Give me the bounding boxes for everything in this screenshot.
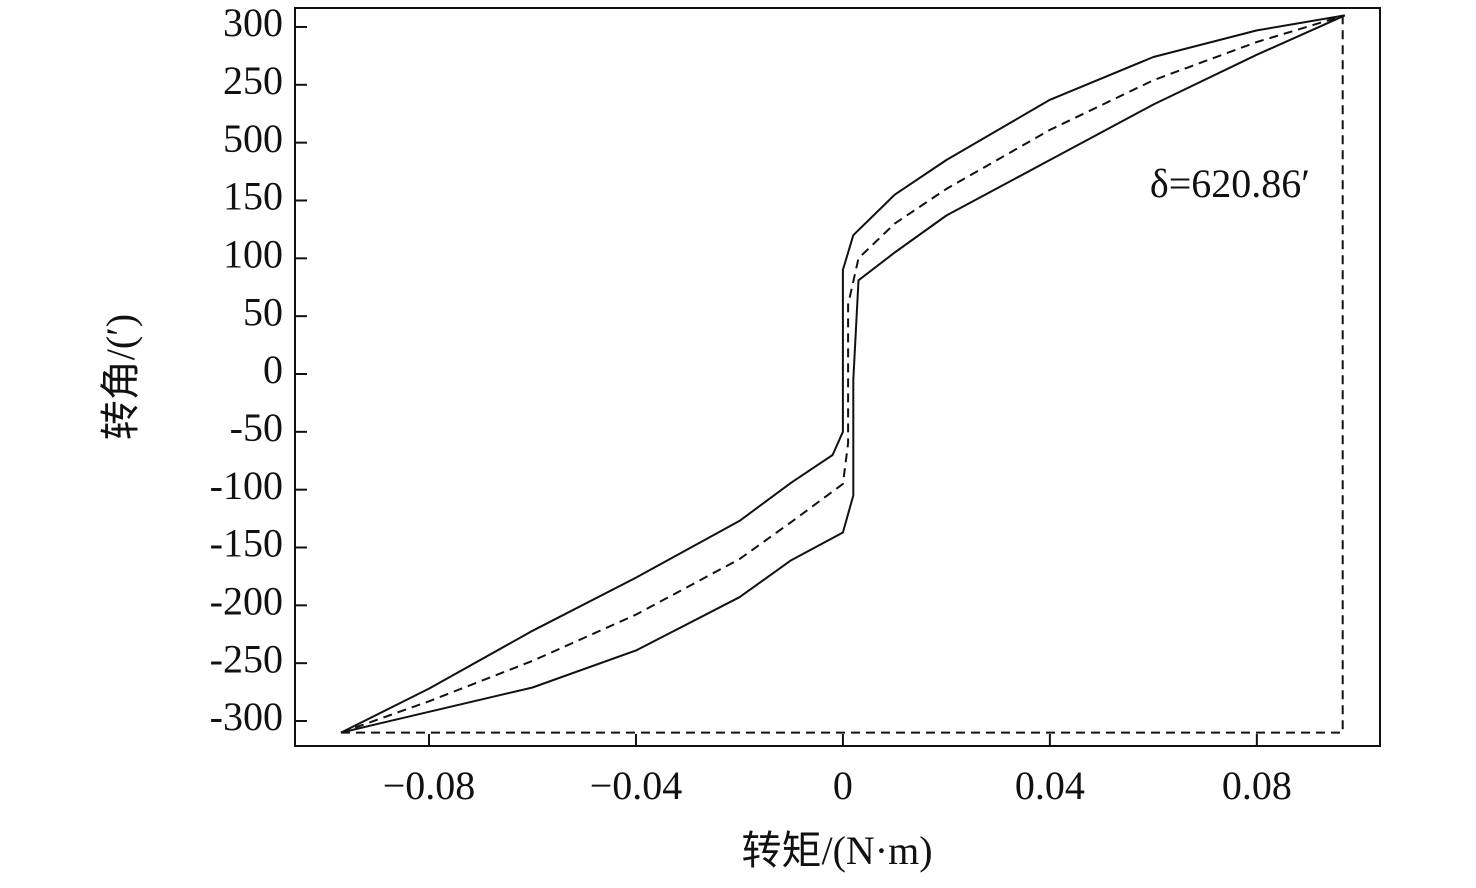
y-tick-label: -300 xyxy=(210,694,283,739)
y-tick-label: 150 xyxy=(223,174,283,219)
annotation: δ=620.86′ xyxy=(1150,161,1310,206)
x-tick-label: −0.04 xyxy=(590,763,683,808)
series-line xyxy=(340,14,1346,734)
y-tick-label: 300 xyxy=(223,0,283,45)
x-tick-label: 0.08 xyxy=(1222,763,1292,808)
y-tick-label: -100 xyxy=(210,463,283,508)
y-tick-label: -150 xyxy=(210,521,283,566)
x-tick-label: 0.04 xyxy=(1015,763,1085,808)
y-tick-label: 250 xyxy=(223,58,283,103)
y-tick-label: 500 xyxy=(223,116,283,161)
plot-frame xyxy=(294,7,1381,747)
x-tick-label: 0 xyxy=(833,763,853,808)
y-tick-label: 100 xyxy=(223,231,283,276)
y-tick-label: -200 xyxy=(210,579,283,624)
y-tick-label: -50 xyxy=(230,405,283,450)
y-axis-label: 转角/(′) xyxy=(98,314,143,441)
y-tick-label: 50 xyxy=(243,289,283,334)
x-tick-label: −0.08 xyxy=(383,763,476,808)
series-line xyxy=(341,15,1344,734)
x-axis-label: 转矩/(N·m) xyxy=(741,828,932,873)
y-tick-label: -250 xyxy=(210,636,283,681)
y-tick-label: 0 xyxy=(263,347,283,392)
series-line xyxy=(340,14,1345,734)
